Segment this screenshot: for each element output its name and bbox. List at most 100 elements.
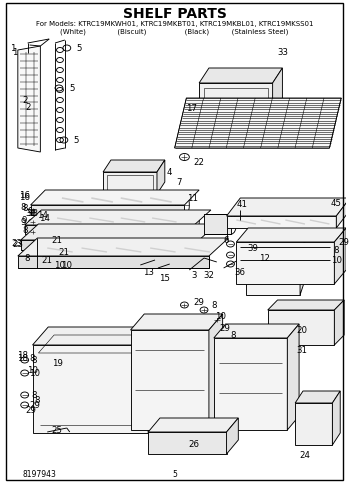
Text: 8: 8 (35, 396, 40, 404)
Text: 16: 16 (19, 193, 30, 201)
Text: 8: 8 (22, 226, 27, 235)
Polygon shape (226, 216, 336, 228)
Text: 5: 5 (74, 136, 79, 144)
Text: 5: 5 (77, 43, 82, 53)
Polygon shape (268, 310, 334, 345)
Text: 38: 38 (25, 209, 36, 217)
Text: 31: 31 (296, 345, 308, 355)
Polygon shape (18, 238, 229, 256)
Text: 33: 33 (277, 47, 288, 57)
Polygon shape (287, 324, 299, 430)
Polygon shape (157, 160, 165, 194)
Text: 29: 29 (339, 238, 350, 246)
Polygon shape (214, 338, 287, 430)
Text: 8: 8 (30, 354, 35, 363)
Text: 15: 15 (159, 273, 170, 283)
Polygon shape (103, 172, 157, 194)
Text: 9: 9 (20, 217, 26, 227)
Text: 8: 8 (32, 355, 37, 365)
Text: 29: 29 (25, 406, 36, 414)
Text: 9: 9 (22, 215, 27, 225)
Text: 19: 19 (51, 358, 62, 368)
Text: 8: 8 (334, 245, 339, 255)
Polygon shape (236, 242, 334, 284)
Polygon shape (103, 160, 165, 172)
Polygon shape (33, 327, 164, 345)
Polygon shape (21, 224, 217, 240)
Text: 24: 24 (300, 451, 310, 459)
Text: 1: 1 (10, 43, 16, 53)
Polygon shape (33, 345, 148, 433)
Text: 39: 39 (247, 243, 258, 253)
Text: 45: 45 (331, 199, 342, 208)
Text: 29: 29 (29, 400, 40, 410)
Text: 29: 29 (219, 324, 230, 332)
Polygon shape (131, 330, 209, 430)
Text: 1: 1 (12, 47, 18, 57)
Polygon shape (25, 225, 194, 234)
Text: 21: 21 (58, 247, 69, 256)
Polygon shape (246, 240, 305, 255)
Text: 18: 18 (17, 351, 28, 359)
Polygon shape (30, 190, 199, 205)
Polygon shape (246, 255, 300, 295)
Polygon shape (209, 314, 223, 430)
Polygon shape (21, 240, 199, 250)
Text: 7: 7 (177, 177, 182, 186)
Text: For Models: KTRC19MKWH01, KTRC19MKBT01, KTRC19MKBL01, KTRC19MKSS01: For Models: KTRC19MKWH01, KTRC19MKBT01, … (36, 21, 313, 27)
Polygon shape (336, 198, 350, 228)
Text: 10: 10 (61, 260, 72, 270)
Polygon shape (18, 256, 209, 268)
Polygon shape (226, 418, 238, 454)
Text: 17: 17 (186, 103, 197, 113)
Text: 25: 25 (51, 426, 63, 435)
Text: 14: 14 (37, 211, 48, 219)
Text: 8: 8 (231, 330, 236, 340)
Text: 23: 23 (11, 239, 22, 247)
Polygon shape (148, 418, 238, 432)
Polygon shape (148, 327, 164, 433)
Text: 36: 36 (235, 268, 246, 276)
Text: 11: 11 (187, 194, 198, 202)
Polygon shape (300, 240, 305, 295)
Polygon shape (131, 314, 223, 330)
Polygon shape (268, 300, 344, 310)
Text: 12: 12 (259, 254, 270, 262)
Text: 29: 29 (194, 298, 204, 307)
Polygon shape (295, 403, 332, 445)
Text: 10: 10 (55, 260, 65, 270)
Text: 8: 8 (32, 390, 37, 399)
Text: 18: 18 (17, 354, 28, 363)
Polygon shape (295, 391, 340, 403)
Polygon shape (334, 228, 346, 284)
Text: 22: 22 (194, 157, 205, 167)
Text: 32: 32 (203, 270, 215, 280)
Text: 2: 2 (25, 102, 30, 112)
Polygon shape (148, 432, 226, 454)
Text: 8: 8 (211, 300, 217, 310)
Text: 8: 8 (25, 254, 30, 262)
Polygon shape (204, 214, 231, 234)
Polygon shape (25, 210, 211, 225)
Text: SHELF PARTS: SHELF PARTS (123, 7, 226, 21)
Text: 5: 5 (69, 84, 75, 93)
Text: 10: 10 (215, 312, 226, 321)
Text: 20: 20 (296, 326, 308, 335)
Polygon shape (332, 391, 340, 445)
Text: 3: 3 (191, 270, 197, 280)
Polygon shape (175, 98, 341, 148)
Polygon shape (214, 324, 299, 338)
Polygon shape (273, 68, 282, 118)
Polygon shape (199, 68, 282, 83)
Text: 5: 5 (172, 469, 177, 479)
Text: 14: 14 (39, 213, 50, 223)
Text: 13: 13 (143, 268, 154, 276)
Polygon shape (199, 83, 273, 118)
Polygon shape (236, 228, 346, 242)
Text: 2: 2 (22, 96, 27, 104)
Text: 6: 6 (224, 236, 229, 244)
Text: 41: 41 (237, 199, 248, 209)
Text: 16: 16 (19, 190, 30, 199)
Text: 23: 23 (12, 240, 23, 248)
Text: 10: 10 (331, 256, 342, 265)
